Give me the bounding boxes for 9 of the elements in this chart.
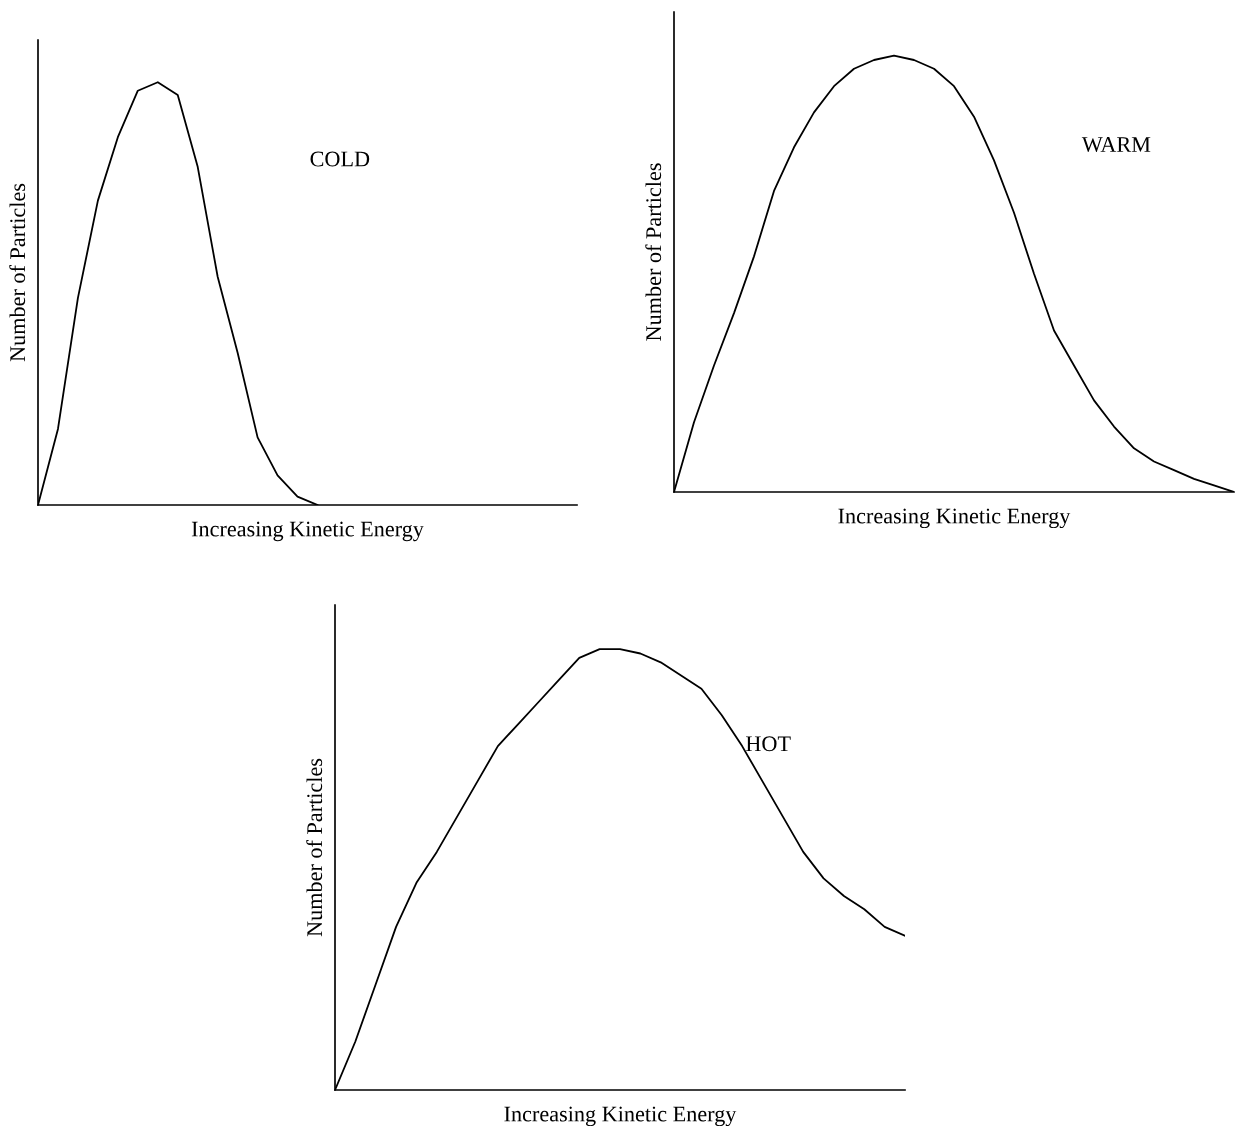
x-axis-title: Increasing Kinetic Energy	[191, 521, 424, 542]
x-axis-title: Increasing Kinetic Energy	[504, 1106, 737, 1127]
y-axis-title: Number of Particles	[9, 183, 26, 362]
y-axis-title: Number of Particles	[306, 758, 323, 937]
annotation: COLD	[310, 151, 370, 167]
x-axis-title: Increasing Kinetic Energy	[838, 508, 1071, 529]
y-axis-title: Number of Particles	[645, 163, 662, 341]
annotation: WARM	[1081, 137, 1151, 153]
annotation: HOT	[746, 736, 791, 752]
